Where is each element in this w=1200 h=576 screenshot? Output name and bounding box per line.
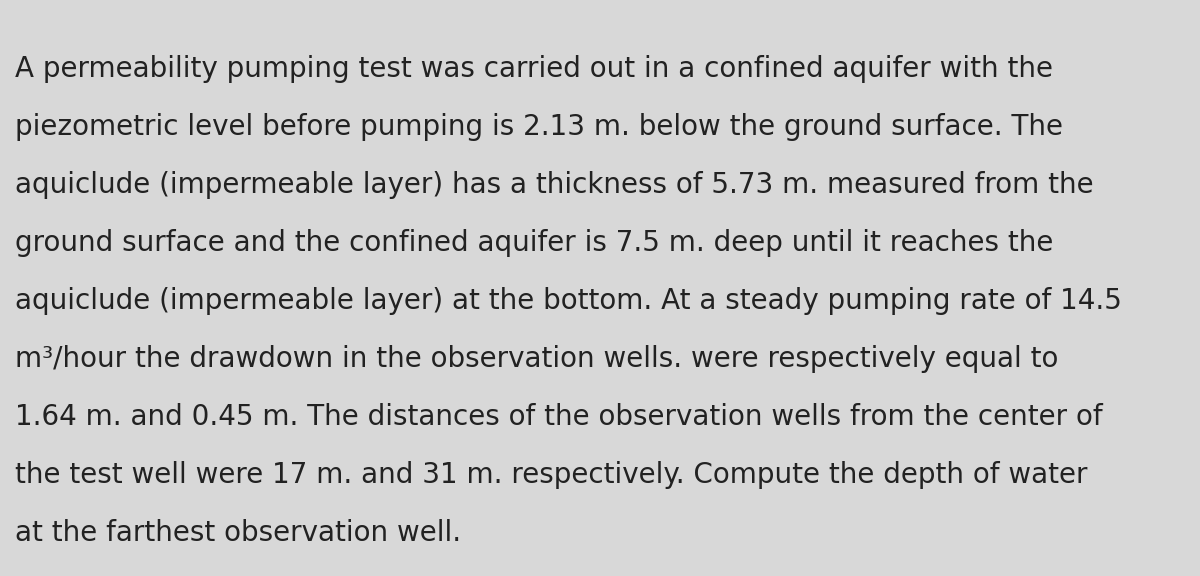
Text: piezometric level before pumping is 2.13 m. below the ground surface. The: piezometric level before pumping is 2.13…: [14, 113, 1063, 141]
Text: A permeability pumping test was carried out in a confined aquifer with the: A permeability pumping test was carried …: [14, 55, 1054, 83]
Text: the test well were 17 m. and 31 m. respectively. Compute the depth of water: the test well were 17 m. and 31 m. respe…: [14, 461, 1087, 489]
Text: m³/hour the drawdown in the observation wells. were respectively equal to: m³/hour the drawdown in the observation …: [14, 345, 1058, 373]
Text: 1.64 m. and 0.45 m. The distances of the observation wells from the center of: 1.64 m. and 0.45 m. The distances of the…: [14, 403, 1103, 431]
Text: at the farthest observation well.: at the farthest observation well.: [14, 519, 461, 547]
Text: aquiclude (impermeable layer) has a thickness of 5.73 m. measured from the: aquiclude (impermeable layer) has a thic…: [14, 171, 1093, 199]
Text: aquiclude (impermeable layer) at the bottom. At a steady pumping rate of 14.5: aquiclude (impermeable layer) at the bot…: [14, 287, 1122, 315]
Text: ground surface and the confined aquifer is 7.5 m. deep until it reaches the: ground surface and the confined aquifer …: [14, 229, 1054, 257]
